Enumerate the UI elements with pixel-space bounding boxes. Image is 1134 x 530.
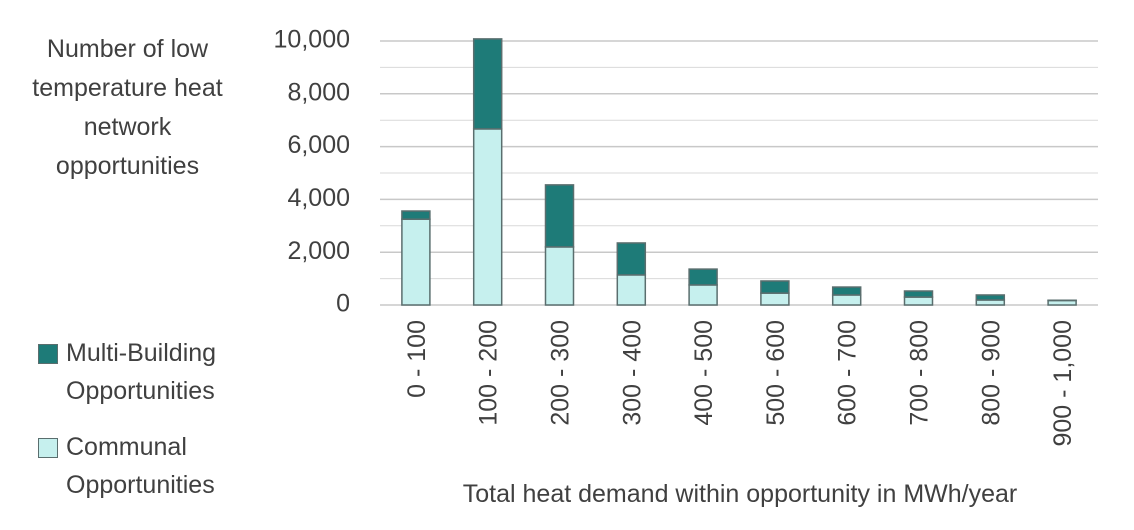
x-tick-label: 200 - 300 <box>547 320 575 426</box>
y-tick-label: 0 <box>336 290 350 318</box>
legend-item: Multi-Building Opportunities <box>38 334 266 410</box>
bar-segment <box>975 294 1006 301</box>
x-tick-label: 500 - 600 <box>762 320 790 426</box>
x-tick-label: 400 - 500 <box>690 320 718 426</box>
bar-segment <box>688 284 718 306</box>
x-tick-label: 600 - 700 <box>834 320 862 426</box>
x-tick-label: 0 - 100 <box>403 320 431 398</box>
legend-label: Communal Opportunities <box>66 433 215 499</box>
y-tick-label: 8,000 <box>287 78 350 106</box>
bar-segment <box>401 210 431 220</box>
x-tick-label: 800 - 900 <box>977 320 1005 426</box>
y-tick-label: 4,000 <box>287 184 350 212</box>
bar-segment <box>831 294 862 306</box>
x-tick-label: 300 - 400 <box>618 320 646 426</box>
legend-swatch <box>38 344 58 364</box>
bar-segment <box>903 290 934 298</box>
legend-label: Multi-Building Opportunities <box>66 339 217 405</box>
y-tick-label: 6,000 <box>287 131 350 159</box>
x-axis-label: Total heat demand within opportunity in … <box>463 480 1017 508</box>
bar-segment <box>760 292 790 306</box>
legend-swatch <box>38 438 58 458</box>
bar-segment <box>903 296 934 306</box>
bar-segment <box>616 274 647 306</box>
bar-segment <box>616 242 647 276</box>
bar-segment <box>401 218 431 306</box>
bar-segment <box>760 280 790 294</box>
bar-segment <box>472 38 503 130</box>
bar-segment <box>472 128 503 306</box>
y-tick-label: 2,000 <box>287 237 350 265</box>
bar-segment <box>831 286 862 296</box>
bar-segment <box>544 246 575 306</box>
x-tick-label: 700 - 800 <box>906 320 934 426</box>
legend-item: Communal Opportunities <box>38 428 266 504</box>
y-tick-label: 10,000 <box>274 26 350 54</box>
bar-segment <box>975 299 1006 306</box>
bar-segment <box>688 268 718 286</box>
x-tick-label: 900 - 1,000 <box>1049 320 1077 447</box>
bar-segment <box>544 184 575 248</box>
y-axis-label: Number of low temperature heat network o… <box>32 35 223 180</box>
x-tick-label: 100 - 200 <box>475 320 503 426</box>
